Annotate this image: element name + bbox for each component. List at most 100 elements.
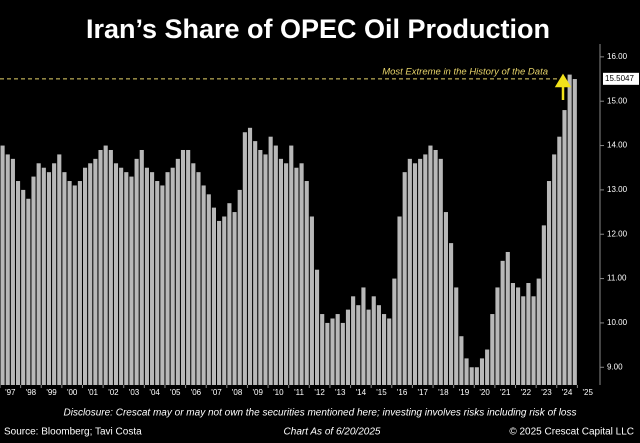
bar: [139, 149, 144, 385]
x-tick-label: '98: [26, 388, 37, 397]
value-box: [603, 72, 639, 85]
bar: [284, 163, 289, 385]
bar: [366, 309, 371, 385]
bar: [160, 185, 165, 385]
y-tick-label: 9.00: [607, 362, 623, 371]
bar: [289, 145, 294, 385]
bar: [124, 172, 129, 385]
value-box-label: 15.5047: [605, 74, 634, 83]
bar: [72, 185, 77, 385]
copyright: © 2025 Crescat Capital LLC: [509, 427, 634, 438]
bar: [345, 309, 351, 385]
bar: [52, 163, 57, 385]
bar: [88, 163, 93, 385]
bar: [15, 181, 21, 385]
bar: [253, 141, 258, 385]
bar: [433, 149, 438, 385]
x-tick-label: '03: [129, 388, 140, 397]
bar: [26, 198, 31, 385]
bar: [314, 269, 320, 385]
bar: [222, 216, 227, 385]
bar: [340, 322, 345, 385]
bar: [418, 158, 423, 385]
bar: [325, 322, 330, 385]
bar: [567, 74, 572, 386]
bar: [531, 296, 536, 385]
bar: [464, 358, 469, 385]
x-tick-label: '97: [5, 388, 16, 397]
bar: [402, 172, 407, 385]
bar: [490, 314, 495, 385]
bar: [242, 132, 247, 385]
bar: [57, 154, 62, 385]
bar: [217, 220, 222, 385]
bar: [10, 158, 15, 385]
bar: [201, 185, 206, 385]
bar: [82, 167, 88, 385]
bar: [387, 318, 392, 385]
source: Source: Bloomberg; Tavi Costa: [4, 427, 142, 438]
x-tick-label: '13: [335, 388, 346, 397]
bar: [294, 167, 299, 385]
bar: [443, 212, 448, 385]
bar: [170, 167, 175, 385]
x-tick-label: '20: [479, 388, 490, 397]
x-tick-label: '10: [273, 388, 284, 397]
x-tick-label: '11: [294, 388, 304, 397]
y-tick-label: 15.00: [607, 96, 628, 105]
bar: [278, 158, 284, 385]
x-tick-label: '04: [149, 388, 160, 397]
x-tick-label: '21: [500, 388, 511, 397]
x-tick-label: '05: [170, 388, 181, 397]
bar: [258, 149, 263, 385]
bar: [263, 154, 268, 385]
bar: [237, 189, 242, 385]
x-tick-label: '06: [191, 388, 202, 397]
bar: [335, 314, 340, 385]
y-tick-label: 16.00: [607, 52, 628, 61]
disclosure: Disclosure: Crescat may or may not own t…: [64, 408, 577, 419]
x-tick-label: '24: [562, 388, 573, 397]
bar: [536, 278, 541, 385]
bar: [268, 136, 273, 385]
bar: [361, 287, 366, 385]
y-tick-label: 11.00: [607, 274, 627, 283]
bar: [376, 305, 381, 385]
bar: [510, 283, 516, 385]
bar: [247, 127, 253, 385]
bar: [407, 158, 412, 385]
x-tick-label: '02: [108, 388, 119, 397]
bar: [552, 154, 557, 385]
bar: [469, 367, 474, 385]
x-tick-label: '09: [253, 388, 264, 397]
arrow: [554, 73, 572, 100]
bar: [371, 296, 376, 385]
x-tick-label: '23: [541, 388, 552, 397]
x-tick-label: '25: [582, 388, 593, 397]
bar: [21, 189, 26, 385]
bar: [546, 181, 552, 385]
bar: [150, 172, 155, 385]
bar: [505, 251, 510, 385]
x-tick-label: '14: [356, 388, 367, 397]
bar: [62, 172, 67, 385]
bar: [485, 349, 490, 385]
y-tick-label: 14.00: [607, 141, 628, 150]
bar: [98, 149, 103, 385]
bar: [93, 158, 98, 385]
bar: [304, 181, 309, 385]
bar: [134, 158, 139, 385]
bar: [397, 216, 402, 385]
bar: [423, 154, 428, 385]
bar: [309, 216, 314, 385]
bar: [428, 145, 433, 385]
bar: [191, 163, 196, 385]
bar: [155, 181, 160, 385]
bar: [186, 149, 191, 385]
x-tick-label: '07: [211, 388, 222, 397]
bar: [180, 149, 186, 385]
bar: [5, 154, 10, 385]
bar: [227, 203, 232, 385]
